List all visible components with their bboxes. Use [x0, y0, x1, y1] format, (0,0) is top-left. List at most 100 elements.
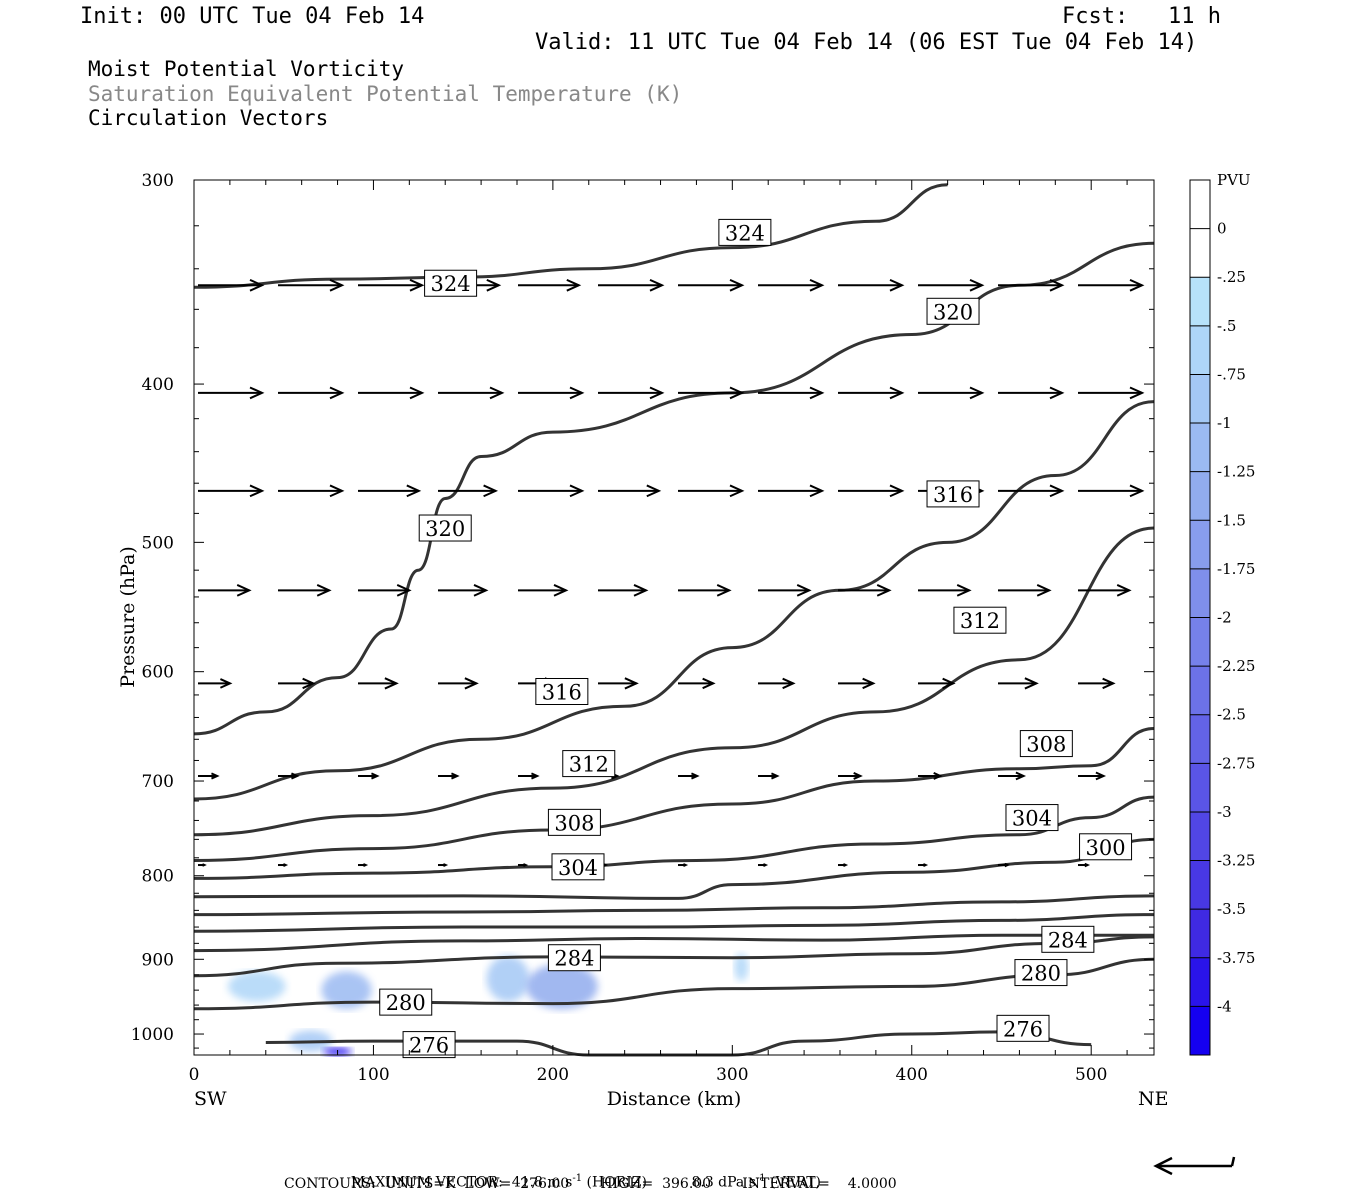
- contour-label-text: 308: [554, 811, 594, 835]
- colorbar-label: -3.75: [1217, 949, 1255, 967]
- contour-label-box: [1079, 833, 1133, 861]
- vector-arrow: [838, 484, 905, 498]
- contour-info: CONTOURS: UNITS=K LOW= 276.00 HIGH= 396.…: [284, 1176, 897, 1192]
- vector-head: [691, 772, 700, 780]
- field-label-vectors: Circulation Vectors: [88, 106, 329, 130]
- colorbar: 0 -.25 -.5 -.75 -1 -1.25 -1.5 -1.75 -2 -2.25 -2.5 -…: [1189, 179, 1255, 1056]
- contour-label-box: [402, 1031, 456, 1059]
- vector-arrow: [438, 484, 499, 498]
- vector-head: [553, 584, 569, 597]
- contour-label-box: [718, 218, 772, 246]
- vector-arrow: [358, 677, 399, 690]
- contour-label-text: 304: [558, 856, 598, 880]
- vector-arrow: [918, 584, 972, 597]
- x-tick-label: 200: [537, 1065, 569, 1085]
- vector-arrow: [598, 278, 665, 292]
- theta-es-contours: [193, 183, 1155, 1057]
- vector-head: [853, 772, 863, 780]
- vector-arrow: [438, 386, 505, 400]
- vector-head: [782, 677, 796, 690]
- contour-label-box: [1019, 730, 1073, 758]
- vector-arrow: [1078, 278, 1145, 292]
- vector-arrow: [678, 386, 745, 400]
- vector-arrow: [838, 863, 849, 867]
- colorbar-swatch: [1190, 909, 1210, 959]
- vector-head: [762, 863, 769, 867]
- colorbar-label: 0: [1217, 220, 1227, 238]
- vector-head: [633, 584, 649, 597]
- vector-head: [729, 278, 745, 292]
- contour-label: 324: [718, 218, 772, 246]
- vert-max: 8.3 dPa s: [691, 1174, 756, 1191]
- contour-label: 284: [1041, 925, 1095, 953]
- contour-label-text: 316: [542, 680, 582, 704]
- vector-head: [809, 278, 825, 292]
- colorbar-swatch: [1190, 957, 1210, 1007]
- vector-arrow: [278, 677, 316, 690]
- vector-arrow: [278, 484, 345, 498]
- y-tick-label: 700: [142, 772, 174, 792]
- contour-label-box: [1014, 959, 1068, 987]
- contour-label-text: 280: [1021, 962, 1061, 986]
- vector-head: [1049, 484, 1065, 498]
- vector-head: [473, 584, 489, 597]
- vector-arrow: [998, 278, 1065, 292]
- x-tick-label: 500: [1075, 1065, 1107, 1085]
- vector-head: [566, 278, 582, 292]
- colorbar-swatch: [1190, 568, 1210, 618]
- contour-label-box: [535, 677, 589, 705]
- colorbar-swatch: [1190, 374, 1210, 424]
- vector-arrow: [198, 678, 233, 689]
- vector-head: [362, 863, 369, 867]
- vector-head: [942, 677, 956, 690]
- vector-arrow: [918, 278, 985, 292]
- colorbar-label: -1.75: [1217, 560, 1255, 578]
- vector-arrow: [1078, 677, 1116, 690]
- contour-label-box: [926, 480, 980, 508]
- y-tick-label: 1000: [131, 1025, 174, 1045]
- vector-arrow: [198, 484, 265, 498]
- vector-arrow: [918, 677, 956, 690]
- contour-label-box: [562, 750, 616, 778]
- field-label-theta-es: Saturation Equivalent Potential Temperat…: [88, 82, 683, 106]
- vector-arrow: [358, 584, 412, 597]
- horiz-max: 41.8 m s: [511, 1174, 573, 1191]
- vector-arrow: [438, 772, 460, 780]
- contour-label: 308: [547, 808, 601, 836]
- contour-label-text: 308: [1026, 733, 1066, 757]
- vector-head: [569, 484, 585, 498]
- vector-head: [716, 584, 732, 597]
- vector-head: [1036, 584, 1052, 597]
- y-tick-label: 600: [142, 663, 174, 683]
- y-axis-title: Pressure (hPa): [117, 546, 139, 688]
- vector-head: [442, 863, 449, 867]
- vector-arrow: [998, 771, 1027, 781]
- contour-label: 300: [1079, 833, 1133, 861]
- vector-arrow: [278, 863, 289, 867]
- contour-324: [193, 183, 948, 289]
- vector-arrow: [838, 278, 905, 292]
- colorbar-title: PVU: [1217, 171, 1251, 189]
- vector-arrow: [1078, 386, 1145, 400]
- contour-label-box: [953, 606, 1007, 634]
- vector-arrow: [758, 584, 812, 597]
- vector-arrow: [598, 484, 662, 498]
- field-label-mpv: Moist Potential Vorticity: [88, 57, 405, 81]
- vector-head: [219, 678, 233, 689]
- vector-arrow: [198, 584, 252, 597]
- pv-region-2: [486, 955, 530, 1002]
- contour-316: [193, 400, 1155, 801]
- vector-arrow: [838, 677, 876, 690]
- colorbar-label: -3.5: [1217, 900, 1246, 918]
- x-tick-label: 400: [896, 1065, 928, 1085]
- colorbar-label: -4: [1217, 997, 1232, 1015]
- vector-arrow: [598, 584, 649, 597]
- vector-head: [249, 386, 265, 400]
- vector-head: [1049, 278, 1065, 292]
- forecast-label: Fcst:: [1062, 4, 1129, 29]
- colorbar-label: -2.75: [1217, 754, 1255, 772]
- contour-label-box: [551, 853, 605, 881]
- contour-308: [193, 727, 1155, 862]
- colorbar-label: -1.5: [1217, 511, 1246, 529]
